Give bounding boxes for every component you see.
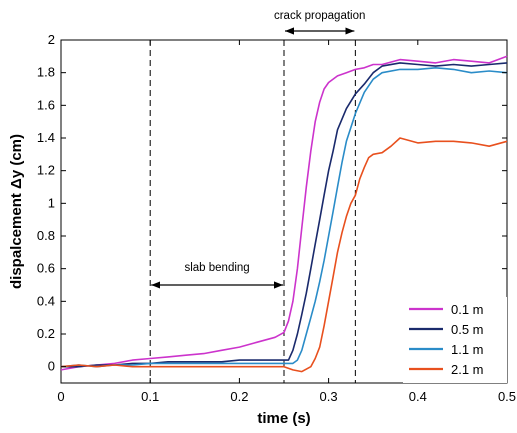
series-line-4	[60, 137, 508, 373]
y-tick-label: 1.4	[37, 130, 55, 145]
annotations: slab bending crack propagation	[151, 10, 365, 289]
x-tick-label: 0.3	[320, 389, 338, 404]
series-line-2	[61, 62, 508, 368]
y-tick-label: 1	[48, 195, 55, 210]
x-tick-label: 0	[57, 389, 64, 404]
axis-ticks: 0 0.1 0.2 0.3 0.4 0.5 0 0.2 0.4 0.6 0.8 1 1.2 1.4 1.6 1…	[37, 32, 516, 404]
slab-bending-label: slab bending	[184, 262, 249, 274]
y-axis-title: dispalcement Δy (cm)	[8, 134, 25, 289]
crack-propagation-label: crack propagation	[274, 10, 365, 22]
series-line-3	[60, 67, 508, 368]
y-tick-label: 0.6	[37, 261, 55, 276]
y-tick-label: 1.2	[37, 163, 55, 178]
legend: 0.1 m 0.5 m 1.1 m 2.1 m	[403, 297, 507, 383]
legend-label-3: 1.1 m	[451, 342, 484, 357]
legend-label-2: 0.5 m	[451, 322, 484, 337]
y-tick-label: 2	[48, 32, 55, 47]
legend-label-4: 2.1 m	[451, 362, 484, 377]
y-tick-label: 1.8	[37, 65, 55, 80]
annotation-vlines	[149, 40, 356, 383]
y-tick-label: 0.8	[37, 228, 55, 243]
x-axis-title: time (s)	[257, 410, 310, 427]
series-lines	[60, 55, 508, 373]
legend-label-1: 0.1 m	[451, 302, 484, 317]
series-line-1	[60, 55, 508, 371]
y-tick-label: 0	[48, 359, 55, 374]
y-tick-label: 0.2	[37, 326, 55, 341]
x-tick-label: 0.1	[141, 389, 159, 404]
y-tick-label: 1.6	[37, 97, 55, 112]
x-tick-label: 0.2	[230, 389, 248, 404]
x-tick-label: 0.5	[498, 389, 516, 404]
y-tick-label: 0.4	[37, 293, 55, 308]
x-tick-label: 0.4	[409, 389, 427, 404]
